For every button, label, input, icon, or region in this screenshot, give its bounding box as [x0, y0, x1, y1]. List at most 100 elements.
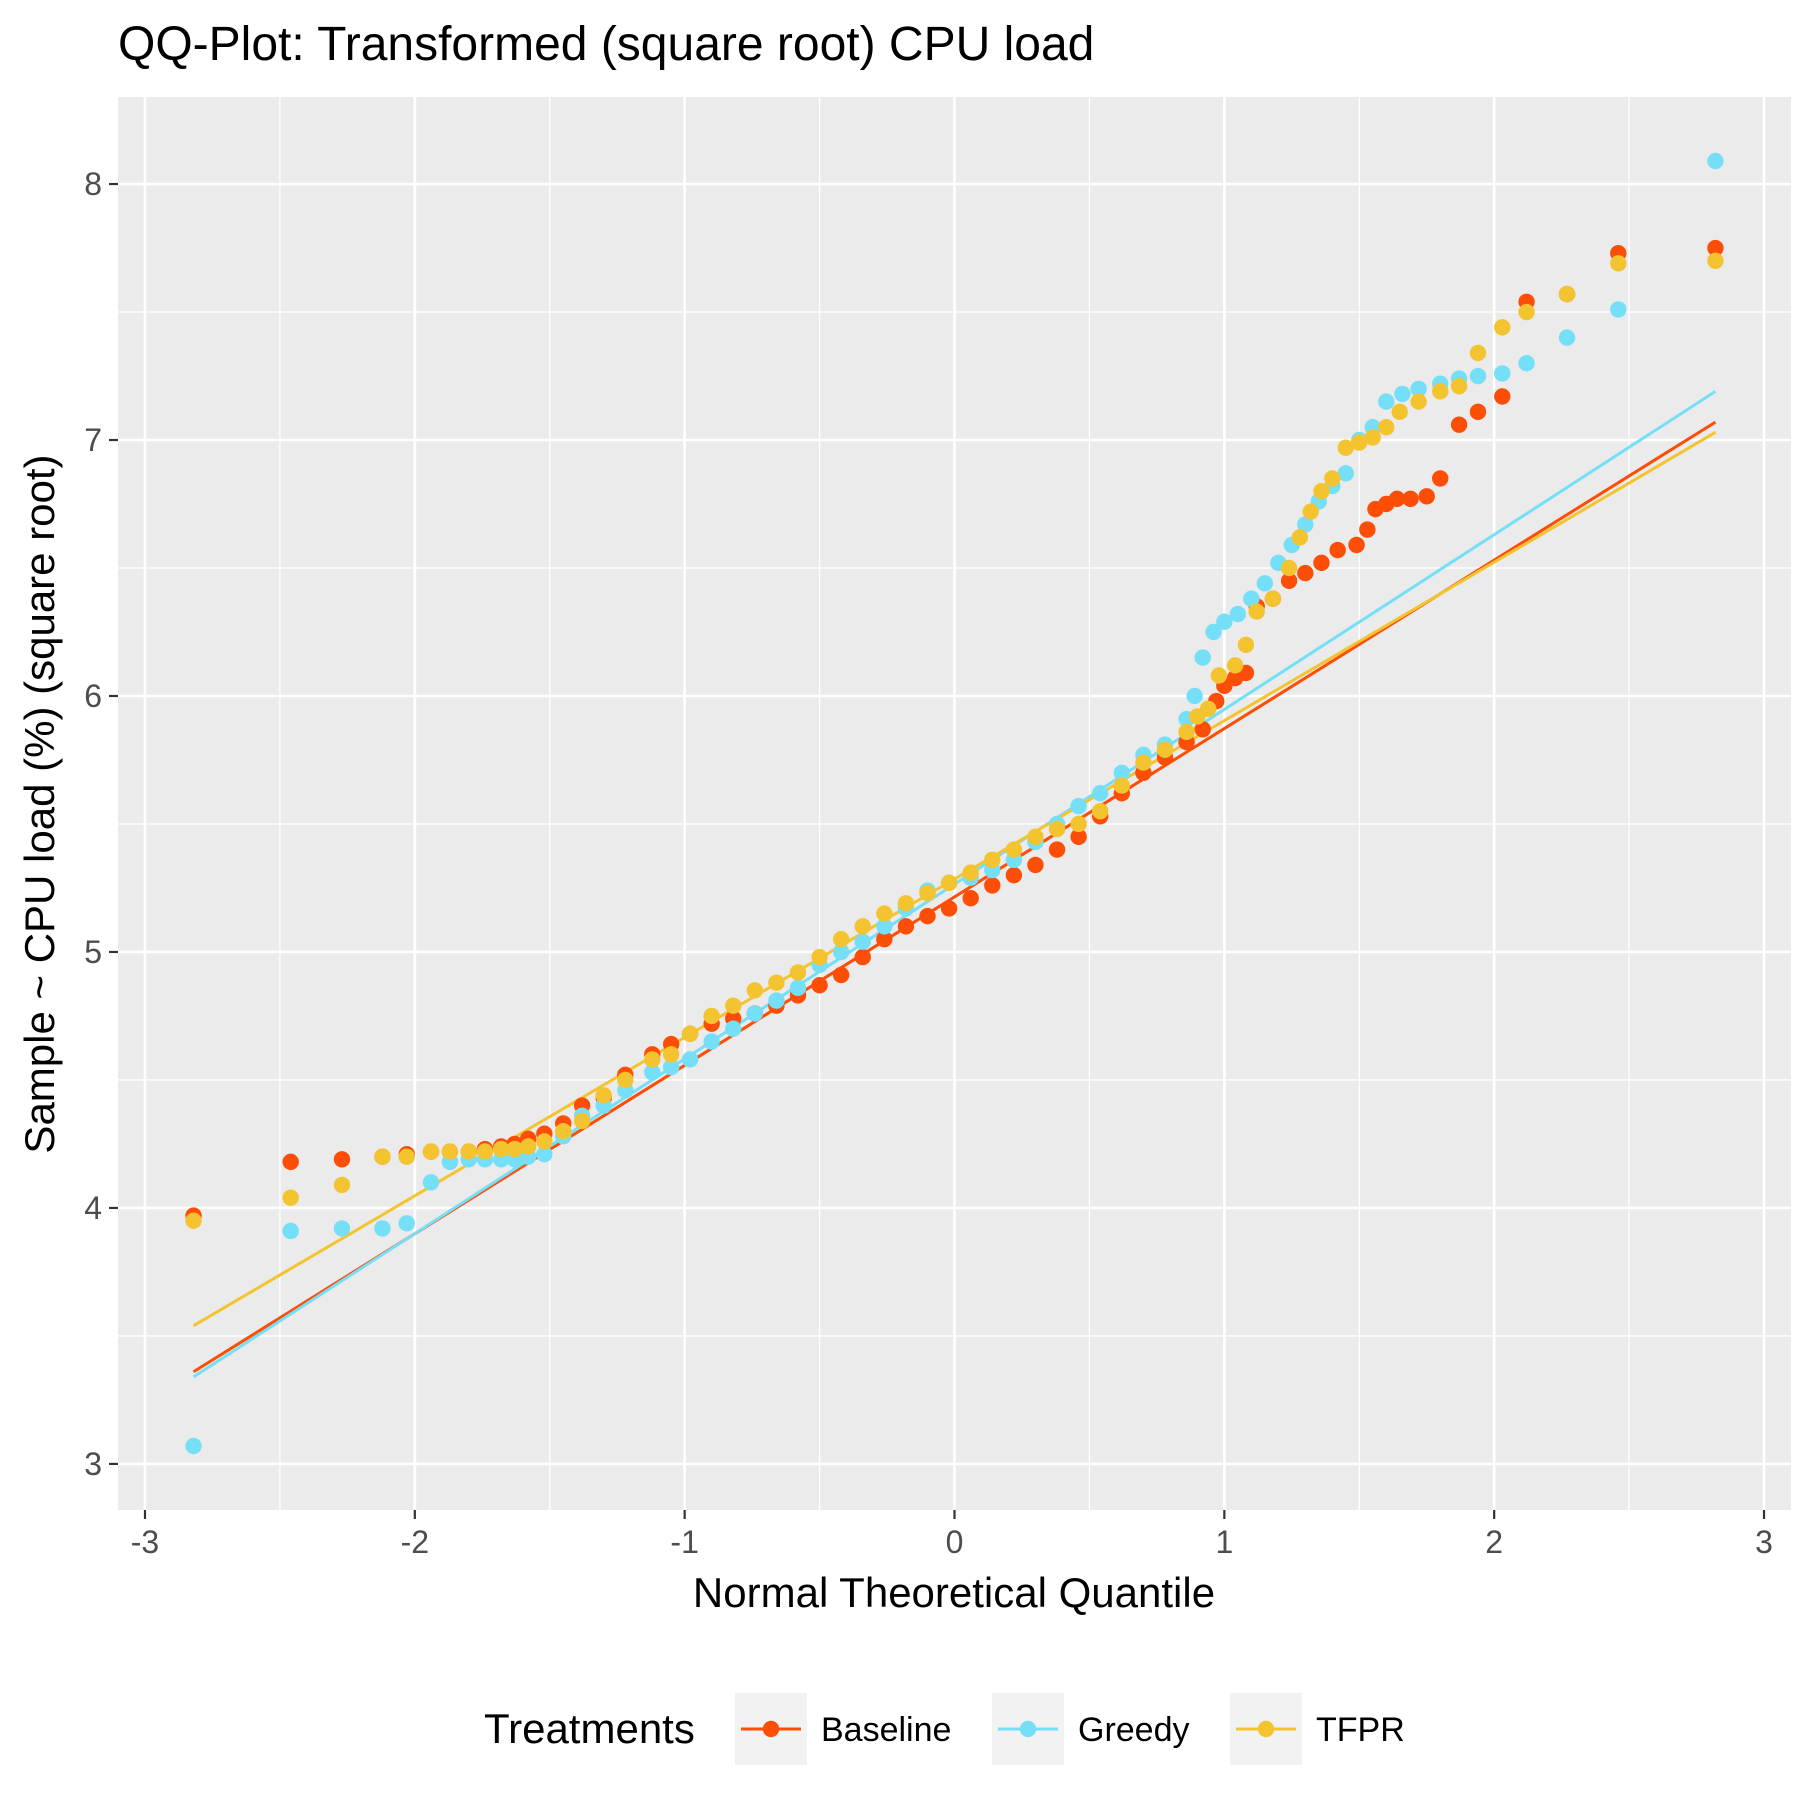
- data-point: [476, 1143, 494, 1160]
- data-point: [703, 1007, 720, 1025]
- data-point: [1070, 797, 1087, 815]
- data-point: [573, 1112, 591, 1130]
- y-tick-label: 7: [84, 422, 102, 458]
- legend-key-point: [1257, 1720, 1275, 1738]
- data-point: [832, 930, 850, 948]
- data-point: [876, 930, 893, 948]
- data-point: [940, 874, 958, 892]
- data-point: [185, 1437, 202, 1455]
- data-point: [1337, 439, 1354, 456]
- data-point: [1450, 416, 1468, 433]
- data-point: [1410, 393, 1427, 410]
- data-point: [1707, 239, 1724, 257]
- data-point: [1418, 488, 1435, 505]
- data-point: [1337, 465, 1354, 482]
- data-point: [811, 977, 828, 994]
- data-point: [1469, 403, 1487, 421]
- data-point: [536, 1133, 553, 1150]
- legend: Treatments Baseline Greedy TFPR: [484, 1693, 1405, 1765]
- data-point: [1348, 536, 1365, 554]
- data-point: [725, 1020, 742, 1037]
- data-point: [333, 1220, 351, 1237]
- y-tick-label: 5: [84, 934, 102, 970]
- data-point: [1048, 820, 1066, 838]
- data-point: [662, 1046, 680, 1063]
- data-point: [681, 1025, 699, 1043]
- data-point: [1313, 554, 1330, 572]
- data-point: [1351, 434, 1368, 451]
- data-point: [1364, 429, 1381, 446]
- legend-label: Baseline: [821, 1711, 951, 1749]
- data-point: [1494, 365, 1511, 382]
- legend-key-point: [1019, 1720, 1037, 1738]
- data-point: [1027, 856, 1044, 874]
- legend-label: TFPR: [1316, 1711, 1405, 1749]
- data-point: [460, 1143, 477, 1160]
- data-point: [768, 992, 785, 1009]
- data-point: [1229, 605, 1247, 623]
- data-point: [536, 1145, 553, 1163]
- axes: -3 -2 -1 0 1 2 3 3 4 5 6 7 8: [84, 166, 1773, 1560]
- data-point: [854, 933, 871, 950]
- data-point: [746, 1005, 764, 1022]
- x-tick-label: -3: [131, 1524, 159, 1560]
- data-point: [1324, 470, 1341, 487]
- data-point: [506, 1140, 523, 1158]
- data-point: [1494, 319, 1511, 336]
- data-point: [1302, 503, 1319, 520]
- data-point: [1205, 623, 1222, 641]
- legend-item-baseline: Baseline: [735, 1693, 951, 1765]
- data-point: [768, 974, 785, 991]
- data-point: [1070, 828, 1087, 845]
- data-point: [746, 982, 764, 999]
- data-point: [1707, 152, 1724, 170]
- data-point: [374, 1220, 391, 1237]
- data-point: [1450, 378, 1468, 395]
- y-axis-label: Sample ~ CPU load (%) (square root): [16, 454, 63, 1153]
- data-point: [1558, 285, 1576, 303]
- data-point: [1432, 470, 1449, 487]
- data-point: [555, 1122, 572, 1140]
- data-point: [1391, 403, 1408, 421]
- data-point: [1264, 590, 1282, 607]
- data-point: [789, 979, 807, 997]
- data-point: [1178, 723, 1195, 741]
- data-point: [1410, 380, 1427, 398]
- data-point: [398, 1215, 415, 1232]
- legend-item-tfpr: TFPR: [1230, 1693, 1405, 1765]
- data-point: [1156, 741, 1174, 758]
- data-point: [617, 1071, 634, 1089]
- data-point: [333, 1176, 351, 1194]
- data-point: [789, 964, 807, 981]
- data-point: [519, 1138, 537, 1155]
- data-point: [1388, 490, 1406, 508]
- data-point: [1291, 529, 1309, 546]
- data-point: [1558, 329, 1576, 346]
- data-point: [422, 1143, 440, 1160]
- data-point: [1092, 785, 1109, 802]
- data-point: [1378, 393, 1395, 410]
- data-point: [725, 997, 742, 1014]
- series-tfpr: [185, 252, 1724, 1229]
- data-point: [1113, 777, 1131, 794]
- legend-title: Treatments: [484, 1705, 695, 1752]
- data-point: [374, 1148, 391, 1165]
- data-point: [1610, 255, 1627, 272]
- data-point: [940, 900, 958, 917]
- data-point: [962, 864, 979, 881]
- data-point: [919, 884, 936, 902]
- x-tick-label: 2: [1485, 1524, 1503, 1560]
- data-point: [282, 1153, 299, 1171]
- data-point: [595, 1087, 612, 1104]
- data-point: [1313, 483, 1330, 500]
- data-point: [681, 1051, 699, 1068]
- x-tick-label: -2: [401, 1524, 429, 1560]
- data-point: [1210, 667, 1228, 684]
- data-point: [282, 1189, 299, 1206]
- data-point: [1070, 815, 1087, 833]
- data-point: [1432, 383, 1449, 400]
- data-point: [1256, 575, 1274, 592]
- data-point: [1518, 303, 1535, 321]
